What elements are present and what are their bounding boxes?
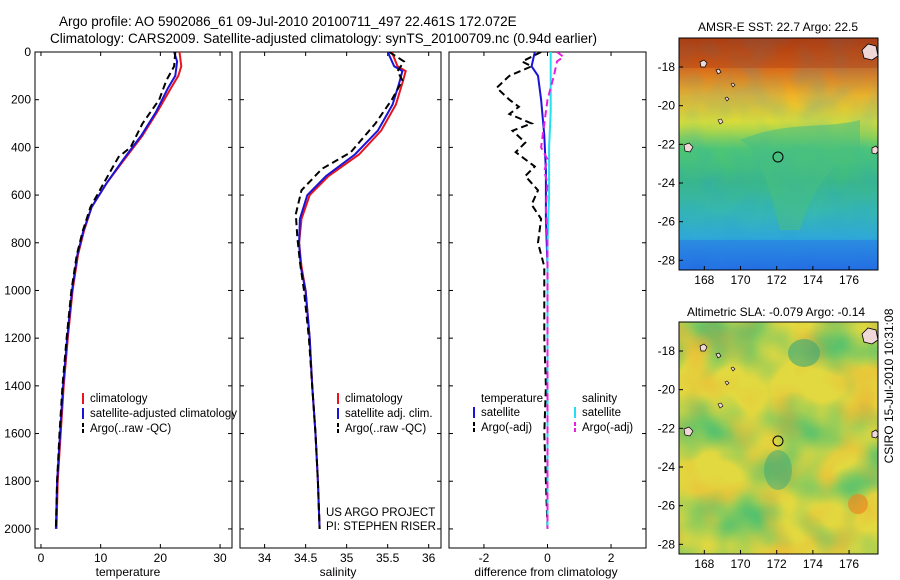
legend-label: satellite adj. clim. <box>345 408 433 420</box>
y-tick-label: 400 <box>11 140 31 154</box>
y-tick-label: 1200 <box>4 331 31 345</box>
temperature-xlabel: temperature <box>96 565 161 579</box>
y-tick-label: 1800 <box>4 474 31 488</box>
salinity-xlabel: salinity <box>320 565 357 579</box>
y-tick-label: 2000 <box>4 522 31 536</box>
difference-xlabel: difference from climatology <box>474 565 617 579</box>
x-tick-label: 20 <box>154 551 168 565</box>
sst-map-ticks: 168 170 172 174 176 -18 -20 -22 -24 -26 -28 <box>658 60 860 287</box>
legend-label: climatology <box>90 393 148 405</box>
map-x-tick-label: 172 <box>767 557 787 571</box>
map-x-tick-label: 168 <box>694 273 714 287</box>
map-y-tick-label: -28 <box>658 537 676 551</box>
sst-map-title: AMSR-E SST: 22.7 Argo: 22.5 <box>698 20 858 34</box>
temperature-panel: 0 10 20 30 0 200 400 600 800 1000 1200 1400 1600 1800… <box>4 45 237 579</box>
csiro-timestamp: CSIRO 15-Jul-2010 10:31:08 <box>882 308 896 463</box>
difference-ticks: -2 0 2 <box>449 51 646 565</box>
sla-map-box <box>678 321 879 555</box>
x-tick-label: 36 <box>422 551 436 565</box>
legend-label: climatology <box>345 393 403 405</box>
x-tick-label: 34 <box>258 551 272 565</box>
difference-panel: -2 0 2 temperature satellite Argo(-adj) salin… <box>448 51 647 579</box>
temperature-ticks: 0 10 20 30 0 200 400 600 800 1000 1200 1400 1600 1800… <box>4 45 232 565</box>
sst-argo-marker <box>772 151 784 163</box>
sst-map-box <box>678 37 879 271</box>
header-line-1: Argo profile: AO 5902086_61 09-Jul-2010 … <box>59 14 517 29</box>
y-tick-label: 600 <box>11 188 31 202</box>
map-y-tick-label: -26 <box>658 215 676 229</box>
x-tick-label: -2 <box>479 551 490 565</box>
salinity-annotation-pi: PI: STEPHEN RISER <box>326 521 436 533</box>
map-y-tick-label: -20 <box>658 383 676 397</box>
legend-label: Argo(..raw -QC) <box>90 423 171 435</box>
map-x-tick-label: 174 <box>803 273 823 287</box>
legend-header: temperature <box>481 393 543 405</box>
map-y-tick-label: -26 <box>658 499 676 513</box>
series-line-salinity-satellite <box>546 52 552 529</box>
x-tick-label: 0 <box>544 551 551 565</box>
map-x-tick-label: 170 <box>730 273 750 287</box>
sla-map-ticks: 168 170 172 174 176 -18 -20 -22 -24 -26 -28 <box>658 344 860 571</box>
salinity-legend: climatology satellite adj. clim. Argo(..ra… <box>337 393 433 435</box>
salinity-annotation-project: US ARGO PROJECT <box>326 507 435 519</box>
map-y-tick-label: -22 <box>658 421 676 435</box>
x-tick-label: 2 <box>608 551 615 565</box>
legend-label: satellite-adjusted climatology <box>90 408 237 420</box>
legend-label: satellite <box>481 407 520 419</box>
legend-label: Argo(-adj) <box>481 422 532 434</box>
salinity-lines <box>294 52 407 529</box>
map-x-tick-label: 168 <box>694 557 714 571</box>
y-tick-label: 800 <box>11 236 31 250</box>
map-x-tick-label: 174 <box>803 557 823 571</box>
sst-heatmap <box>679 38 878 270</box>
sla-heatmap <box>679 322 878 554</box>
salinity-ticks: 34 34.5 35 35.5 36 <box>240 51 441 565</box>
map-y-tick-label: -28 <box>658 253 676 267</box>
series-line-temperature-argo-adj- <box>495 52 549 529</box>
series-line-salinity-argo-adj- <box>540 52 566 529</box>
x-tick-label: 35.5 <box>376 551 400 565</box>
map-y-tick-label: -18 <box>658 344 676 358</box>
difference-legend: temperature satellite Argo(-adj) salinity sa… <box>473 393 633 434</box>
sla-map-panel: Altimetric SLA: -0.079 Argo: -0.14 168 17… <box>658 305 879 571</box>
x-tick-label: 0 <box>38 551 45 565</box>
map-y-tick-label: -20 <box>658 99 676 113</box>
map-x-tick-label: 170 <box>730 557 750 571</box>
header-line-2: Climatology: CARS2009. Satellite-adjuste… <box>50 31 597 46</box>
y-tick-label: 0 <box>24 45 31 59</box>
map-x-tick-label: 176 <box>839 273 859 287</box>
x-tick-label: 34.5 <box>294 551 318 565</box>
y-tick-label: 200 <box>11 93 31 107</box>
y-tick-label: 1600 <box>4 427 31 441</box>
difference-lines <box>495 52 566 529</box>
legend-header: salinity <box>582 393 617 405</box>
temperature-lines <box>54 52 183 529</box>
map-y-tick-label: -22 <box>658 137 676 151</box>
x-tick-label: 10 <box>94 551 108 565</box>
y-tick-label: 1000 <box>4 283 31 297</box>
sla-argo-marker <box>772 435 784 447</box>
legend-label: Argo(..raw -QC) <box>345 423 426 435</box>
legend-label: satellite <box>582 407 621 419</box>
map-y-tick-label: -18 <box>658 60 676 74</box>
series-line-argo-raw-qc- <box>54 52 177 529</box>
map-x-tick-label: 176 <box>839 557 859 571</box>
legend-label: Argo(-adj) <box>582 422 633 434</box>
salinity-panel: 34 34.5 35 35.5 36 climatology satellite adj.… <box>239 51 442 579</box>
map-y-tick-label: -24 <box>658 176 676 190</box>
map-x-tick-label: 172 <box>767 273 787 287</box>
map-y-tick-label: -24 <box>658 460 676 474</box>
salinity-axes-box <box>239 51 442 549</box>
temperature-axes-box <box>34 51 233 549</box>
temperature-legend: climatology satellite-adjusted climatolog… <box>82 393 237 435</box>
x-tick-label: 30 <box>213 551 227 565</box>
y-tick-label: 1400 <box>4 379 31 393</box>
sst-map-panel: AMSR-E SST: 22.7 Argo: 22.5 168 170 172 174… <box>658 20 879 287</box>
sla-map-title: Altimetric SLA: -0.079 Argo: -0.14 <box>687 305 865 319</box>
x-tick-label: 35 <box>340 551 354 565</box>
series-line-argo-raw-qc- <box>294 52 406 529</box>
